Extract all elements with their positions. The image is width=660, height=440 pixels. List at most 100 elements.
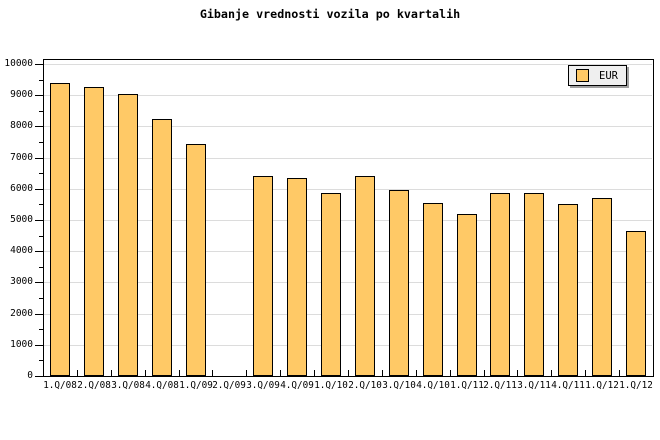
y-major-tick [35, 251, 43, 252]
x-axis-tick [382, 370, 383, 376]
bar [321, 193, 341, 376]
y-major-tick [35, 158, 43, 159]
bar [490, 193, 510, 376]
bar [592, 198, 612, 376]
y-minor-tick [39, 236, 43, 237]
y-axis-label: 8000 [10, 120, 33, 131]
y-axis-label: 10000 [4, 58, 33, 69]
x-axis-tick [179, 370, 180, 376]
x-axis-label: 2.Q/08 [77, 380, 111, 391]
x-axis-label: 1.Q/09 [179, 380, 213, 391]
x-axis-tick [585, 370, 586, 376]
y-minor-tick [39, 360, 43, 361]
y-major-tick [35, 95, 43, 96]
x-axis-label: 4.Q/08 [145, 380, 179, 391]
x-axis-label: 4.Q/09 [280, 380, 314, 391]
x-axis-tick [416, 370, 417, 376]
bar [287, 178, 307, 376]
x-axis-tick [111, 370, 112, 376]
y-major-tick [35, 282, 43, 283]
y-gridline [44, 189, 652, 190]
y-gridline [44, 282, 652, 283]
x-axis-label: 3.Q/10 [382, 380, 416, 391]
y-axis-label: 9000 [10, 89, 33, 100]
y-gridline [44, 126, 652, 127]
y-major-tick [35, 376, 43, 377]
x-axis-tick [314, 370, 315, 376]
y-minor-tick [39, 80, 43, 81]
x-axis-label: 2.Q/11 [483, 380, 517, 391]
bar [524, 193, 544, 376]
y-gridline [44, 64, 652, 65]
y-minor-tick [39, 267, 43, 268]
x-axis-label: 2.Q/09 [212, 380, 246, 391]
y-major-tick [35, 220, 43, 221]
bar [186, 144, 206, 376]
x-axis-label: 1.Q/11 [450, 380, 484, 391]
x-axis-tick [517, 370, 518, 376]
bar [84, 87, 104, 376]
bar [457, 214, 477, 376]
y-axis-label: 6000 [10, 183, 33, 194]
bar [253, 176, 273, 376]
y-gridline [44, 345, 652, 346]
y-axis-label: 0 [27, 370, 33, 381]
bar [355, 176, 375, 376]
y-minor-tick [39, 298, 43, 299]
y-gridline [44, 158, 652, 159]
y-axis-label: 5000 [10, 214, 33, 225]
x-axis-tick [551, 370, 552, 376]
bar [118, 94, 138, 376]
x-axis-tick [77, 370, 78, 376]
legend: EUR [568, 65, 627, 86]
x-axis-label: 4.Q/11 [551, 380, 585, 391]
x-axis-label: 3.Q/08 [111, 380, 145, 391]
y-gridline [44, 220, 652, 221]
y-major-tick [35, 64, 43, 65]
y-major-tick [35, 189, 43, 190]
x-axis-tick [246, 370, 247, 376]
bar [50, 83, 70, 376]
x-axis-tick [145, 370, 146, 376]
y-axis-label: 3000 [10, 276, 33, 287]
y-gridline [44, 251, 652, 252]
y-axis-label: 4000 [10, 245, 33, 256]
x-axis-label: 2.Q/10 [348, 380, 382, 391]
x-axis-label: 3.Q/09 [246, 380, 280, 391]
y-minor-tick [39, 111, 43, 112]
bar [626, 231, 646, 376]
x-axis-tick [348, 370, 349, 376]
y-major-tick [35, 345, 43, 346]
y-minor-tick [39, 204, 43, 205]
y-gridline [44, 314, 652, 315]
y-axis-label: 2000 [10, 308, 33, 319]
x-axis-label: 1.Q/10 [314, 380, 348, 391]
y-minor-tick [39, 329, 43, 330]
bar [152, 119, 172, 376]
y-minor-tick [39, 142, 43, 143]
x-axis-label: 1.Q/12 [585, 380, 619, 391]
legend-swatch-icon [576, 69, 589, 82]
legend-series-label: EUR [599, 70, 618, 82]
bar [389, 190, 409, 376]
chart-title: Gibanje vrednosti vozila po kvartalih [199, 7, 461, 21]
x-axis-tick [450, 370, 451, 376]
y-major-tick [35, 126, 43, 127]
bar [558, 204, 578, 376]
y-minor-tick [39, 173, 43, 174]
bar [423, 203, 443, 376]
plot-frame [43, 59, 654, 377]
x-axis-tick [484, 370, 485, 376]
x-axis-tick [212, 370, 213, 376]
x-axis-tick [619, 370, 620, 376]
y-major-tick [35, 314, 43, 315]
y-gridline [44, 95, 652, 96]
y-axis-label: 1000 [10, 339, 33, 350]
x-axis-label: 3.Q/11 [517, 380, 551, 391]
x-axis-label: 1.Q/12 [619, 380, 653, 391]
x-axis-label: 4.Q/10 [416, 380, 450, 391]
x-axis-tick [280, 370, 281, 376]
x-axis-label: 1.Q/08 [43, 380, 77, 391]
